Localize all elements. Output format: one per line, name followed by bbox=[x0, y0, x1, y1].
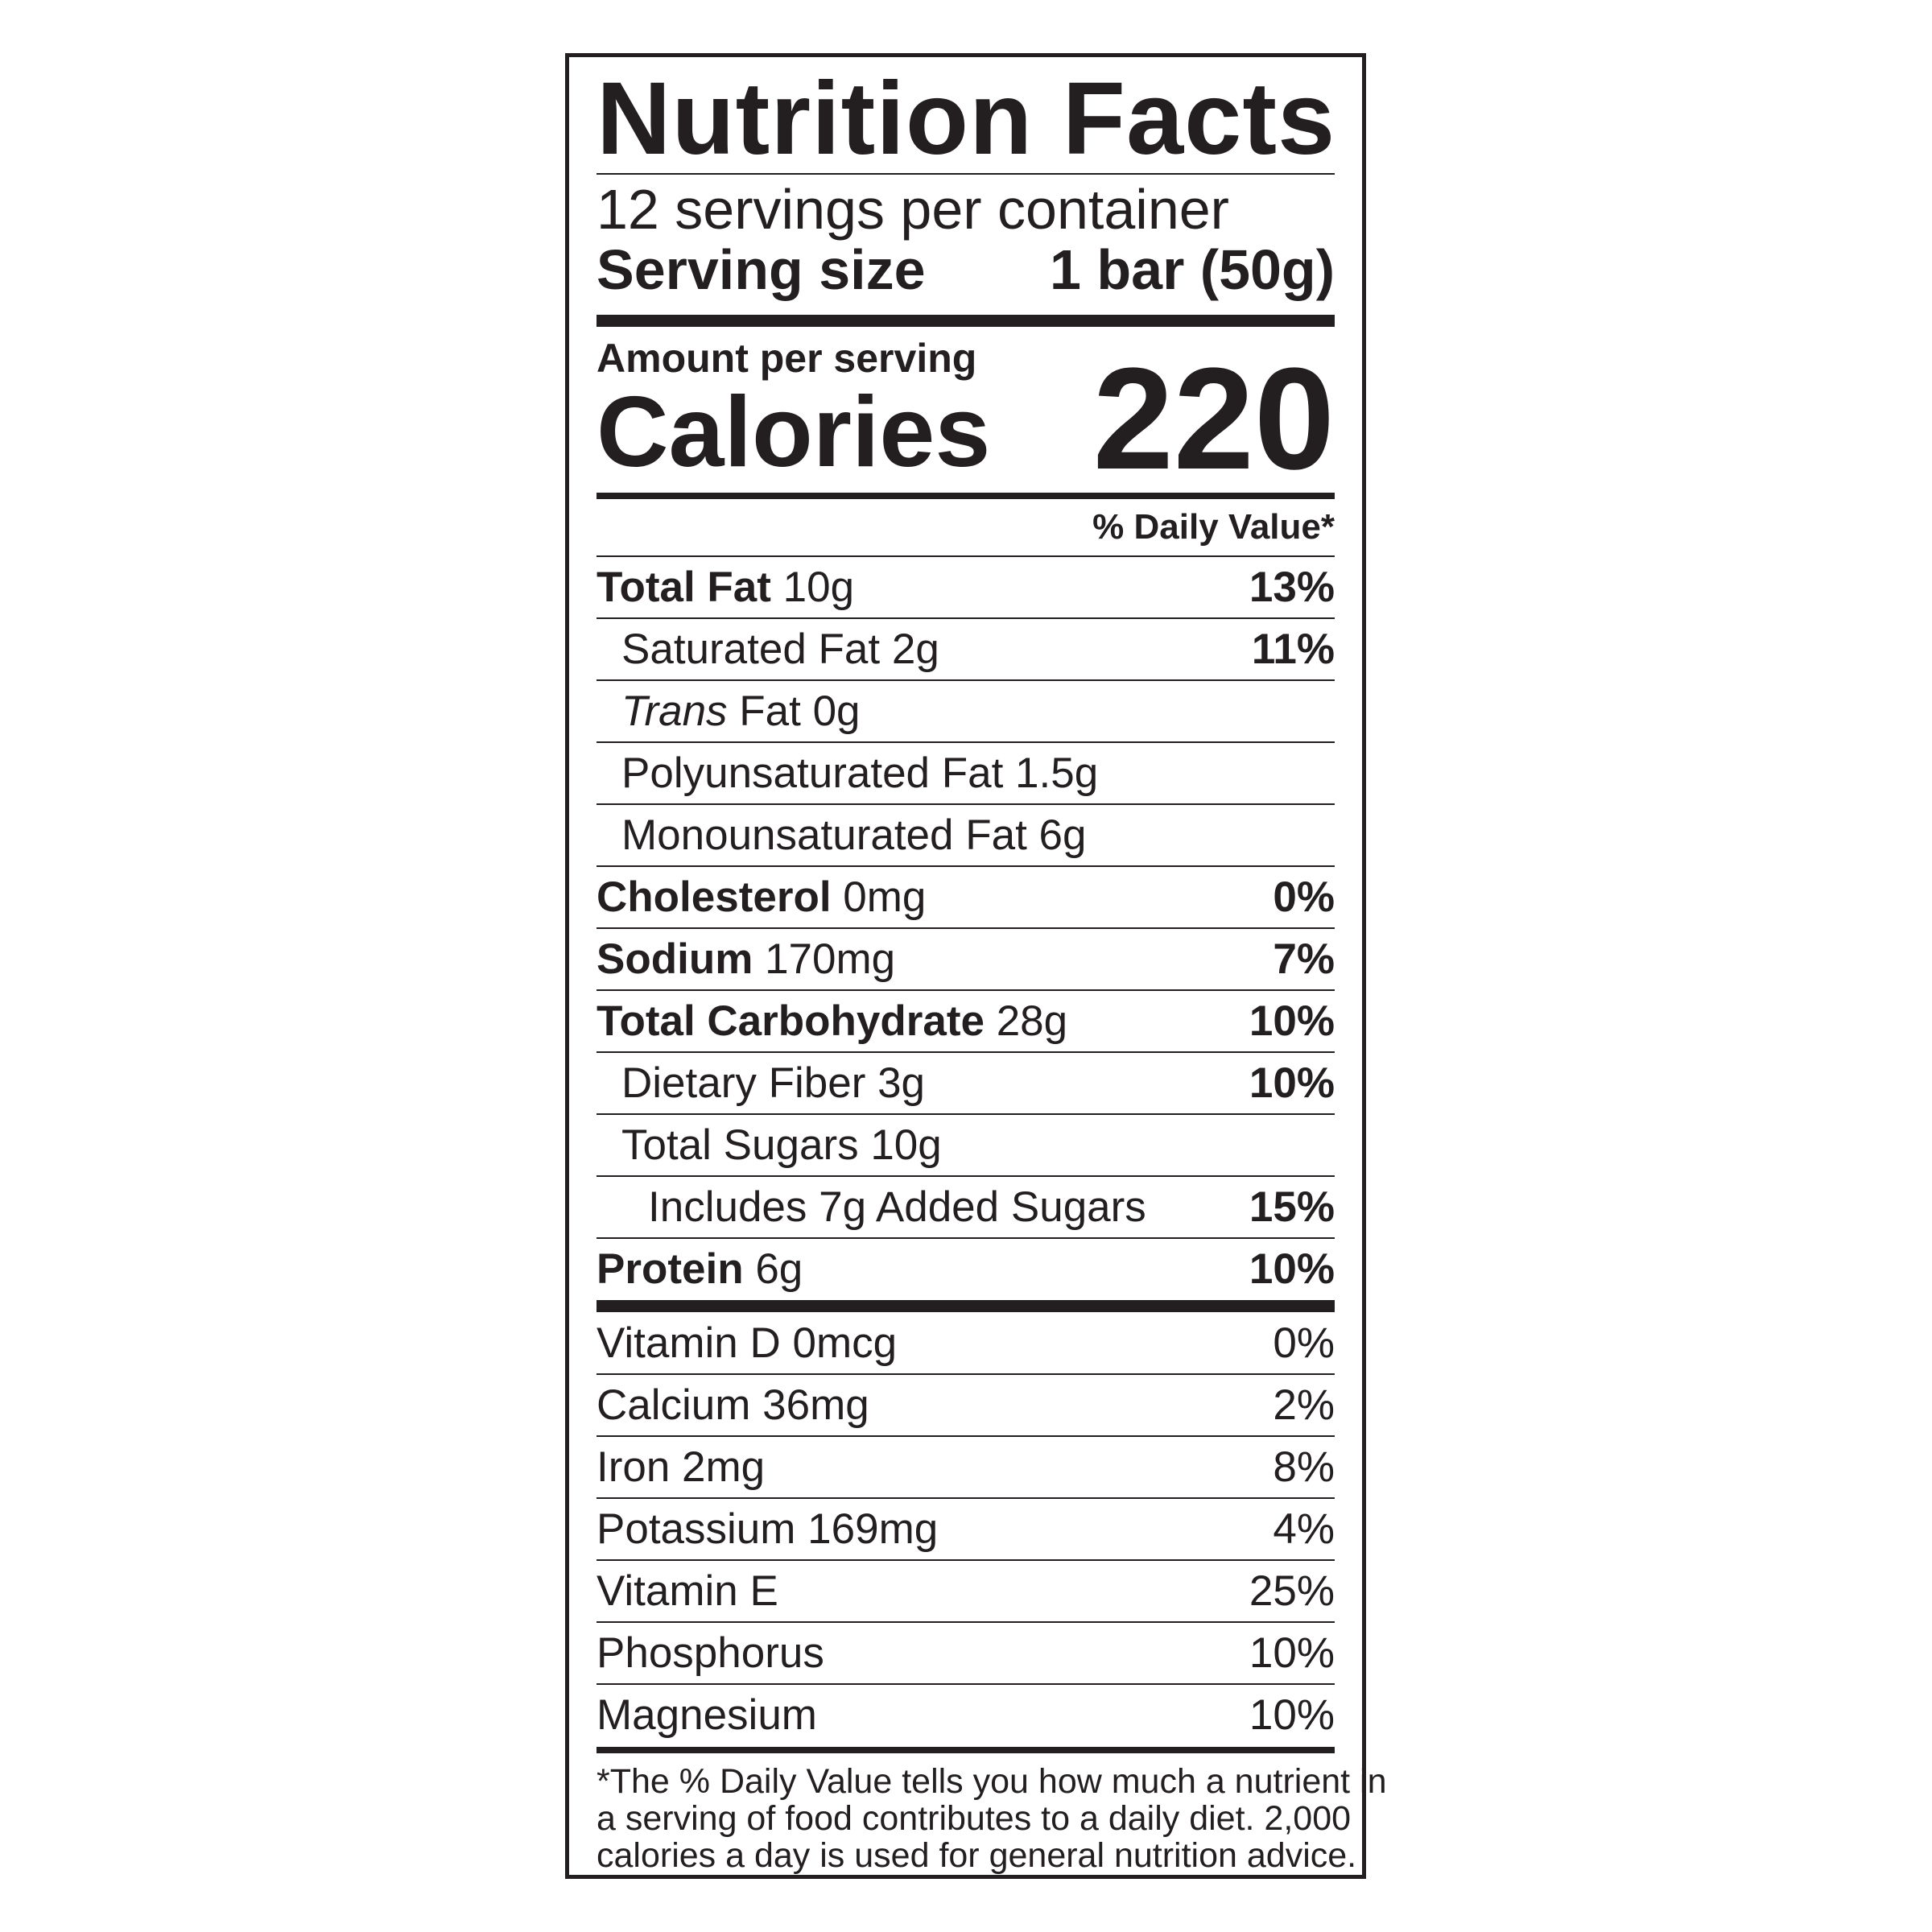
daily-value: 2% bbox=[1273, 1381, 1335, 1429]
rule bbox=[597, 1747, 1335, 1753]
calories-label: Calories bbox=[597, 377, 991, 488]
nutrient-amount: 0mg bbox=[843, 873, 927, 921]
nutrient-row: Total Carbohydrate 28g 10% bbox=[597, 989, 1335, 1051]
daily-value: 8% bbox=[1273, 1443, 1335, 1491]
rule bbox=[597, 315, 1335, 327]
nutrient-name: Includes 7g Added Sugars bbox=[648, 1183, 1146, 1231]
vitamin-row: Potassium 169mg 4% bbox=[597, 1497, 1335, 1559]
nutrient-name: Total Sugars 10g bbox=[621, 1121, 942, 1169]
daily-value: 10% bbox=[1249, 997, 1335, 1045]
nutrient-row: Protein 6g 10% bbox=[597, 1237, 1335, 1299]
daily-value: 15% bbox=[1249, 1183, 1335, 1231]
title: Nutrition Facts bbox=[597, 61, 1336, 176]
vitamin-row: Magnesium 10% bbox=[597, 1683, 1335, 1745]
nutrition-label: Nutrition Facts 12 servings per containe… bbox=[565, 53, 1387, 1879]
nutrient-amount: 6g bbox=[755, 1245, 803, 1293]
vitamin-name: Vitamin D 0mcg bbox=[597, 1319, 898, 1367]
daily-value: 0% bbox=[1273, 873, 1335, 921]
nutrient-name: Protein bbox=[597, 1245, 744, 1293]
daily-value: 13% bbox=[1249, 564, 1335, 611]
vitamin-row: Calcium 36mg 2% bbox=[597, 1373, 1335, 1435]
footnote: *The % Daily Value tells you how much a … bbox=[597, 1762, 1387, 1875]
nutrient-name: Polyunsaturated Fat 1.5g bbox=[621, 749, 1099, 797]
amount-per-serving: Amount per serving bbox=[597, 336, 977, 381]
nutrient-row: Polyunsaturated Fat 1.5g bbox=[597, 741, 1335, 803]
label-content: Nutrition Facts 12 servings per containe… bbox=[597, 57, 1387, 1875]
calories-value: 220 bbox=[1092, 338, 1335, 500]
nutrient-amount: 170mg bbox=[765, 935, 896, 983]
nutrient-name: Total Fat bbox=[597, 564, 771, 611]
nutrient-amount: 28g bbox=[996, 997, 1068, 1045]
footnote-line: a serving of food contributes to a daily… bbox=[597, 1799, 1352, 1838]
vitamin-name: Calcium 36mg bbox=[597, 1381, 869, 1429]
nutrient-name: Dietary Fiber 3g bbox=[621, 1059, 926, 1107]
daily-value: 7% bbox=[1273, 935, 1335, 983]
daily-value: 10% bbox=[1249, 1059, 1335, 1107]
nutrient-row: Total Sugars 10g bbox=[597, 1113, 1335, 1175]
footnote-line: calories a day is used for general nutri… bbox=[597, 1836, 1357, 1875]
vitamin-row: Iron 2mg 8% bbox=[597, 1435, 1335, 1497]
servings-per-container: 12 servings per container bbox=[597, 178, 1229, 241]
daily-value: 10% bbox=[1249, 1691, 1335, 1739]
daily-value: 10% bbox=[1249, 1629, 1335, 1677]
nutrient-row: Sodium 170mg 7% bbox=[597, 927, 1335, 989]
serving-size-label: Serving size bbox=[597, 238, 926, 301]
rule bbox=[597, 1300, 1335, 1312]
daily-value-header: % Daily Value* bbox=[1092, 507, 1335, 547]
rule bbox=[597, 173, 1335, 175]
nutrient-row: Total Fat 10g 13% bbox=[597, 555, 1335, 617]
daily-value: 4% bbox=[1273, 1505, 1335, 1553]
nutrient-row: Saturated Fat 2g 11% bbox=[597, 617, 1335, 679]
daily-value: 0% bbox=[1273, 1319, 1335, 1367]
nutrient-name-italic: Trans bbox=[621, 687, 728, 735]
nutrient-row: Includes 7g Added Sugars 15% bbox=[597, 1175, 1335, 1237]
vitamin-row: Vitamin E 25% bbox=[597, 1559, 1335, 1621]
nutrient-name: Saturated Fat 2g bbox=[621, 625, 939, 673]
footnote-line: *The % Daily Value tells you how much a … bbox=[597, 1762, 1387, 1801]
nutrient-name: Total Carbohydrate bbox=[597, 997, 985, 1045]
nutrient-name: Monounsaturated Fat 6g bbox=[621, 811, 1087, 859]
nutrient-row: Trans Fat 0g bbox=[597, 679, 1335, 741]
nutrient-name: Cholesterol bbox=[597, 873, 832, 921]
nutrient-row: Monounsaturated Fat 6g bbox=[597, 803, 1335, 865]
serving-size: Serving size 1 bar (50g) bbox=[597, 241, 1335, 299]
calories: Calories 220 bbox=[597, 347, 1335, 492]
daily-value: 25% bbox=[1249, 1567, 1335, 1615]
vitamins: Vitamin D 0mcg 0% Calcium 36mg 2% Iron 2mg… bbox=[597, 1313, 1335, 1745]
vitamin-name: Magnesium bbox=[597, 1691, 817, 1739]
nutrient-name: Sodium bbox=[597, 935, 753, 983]
serving-size-value: 1 bar (50g) bbox=[1050, 238, 1335, 301]
nutrient-name: Fat 0g bbox=[739, 687, 861, 735]
vitamin-row: Vitamin D 0mcg 0% bbox=[597, 1313, 1335, 1373]
vitamin-row: Phosphorus 10% bbox=[597, 1621, 1335, 1683]
vitamin-name: Phosphorus bbox=[597, 1629, 824, 1677]
vitamin-name: Iron 2mg bbox=[597, 1443, 766, 1491]
daily-value: 11% bbox=[1251, 625, 1335, 673]
nutrients: Total Fat 10g 13% Saturated Fat 2g 11% Tra… bbox=[597, 555, 1335, 1299]
vitamin-name: Potassium 169mg bbox=[597, 1505, 939, 1553]
nutrient-amount: 10g bbox=[782, 564, 855, 611]
daily-value: 10% bbox=[1249, 1245, 1335, 1293]
rule bbox=[597, 493, 1335, 499]
vitamin-name: Vitamin E bbox=[597, 1567, 778, 1615]
nutrient-row: Cholesterol 0mg 0% bbox=[597, 865, 1335, 927]
nutrient-row: Dietary Fiber 3g 10% bbox=[597, 1051, 1335, 1113]
